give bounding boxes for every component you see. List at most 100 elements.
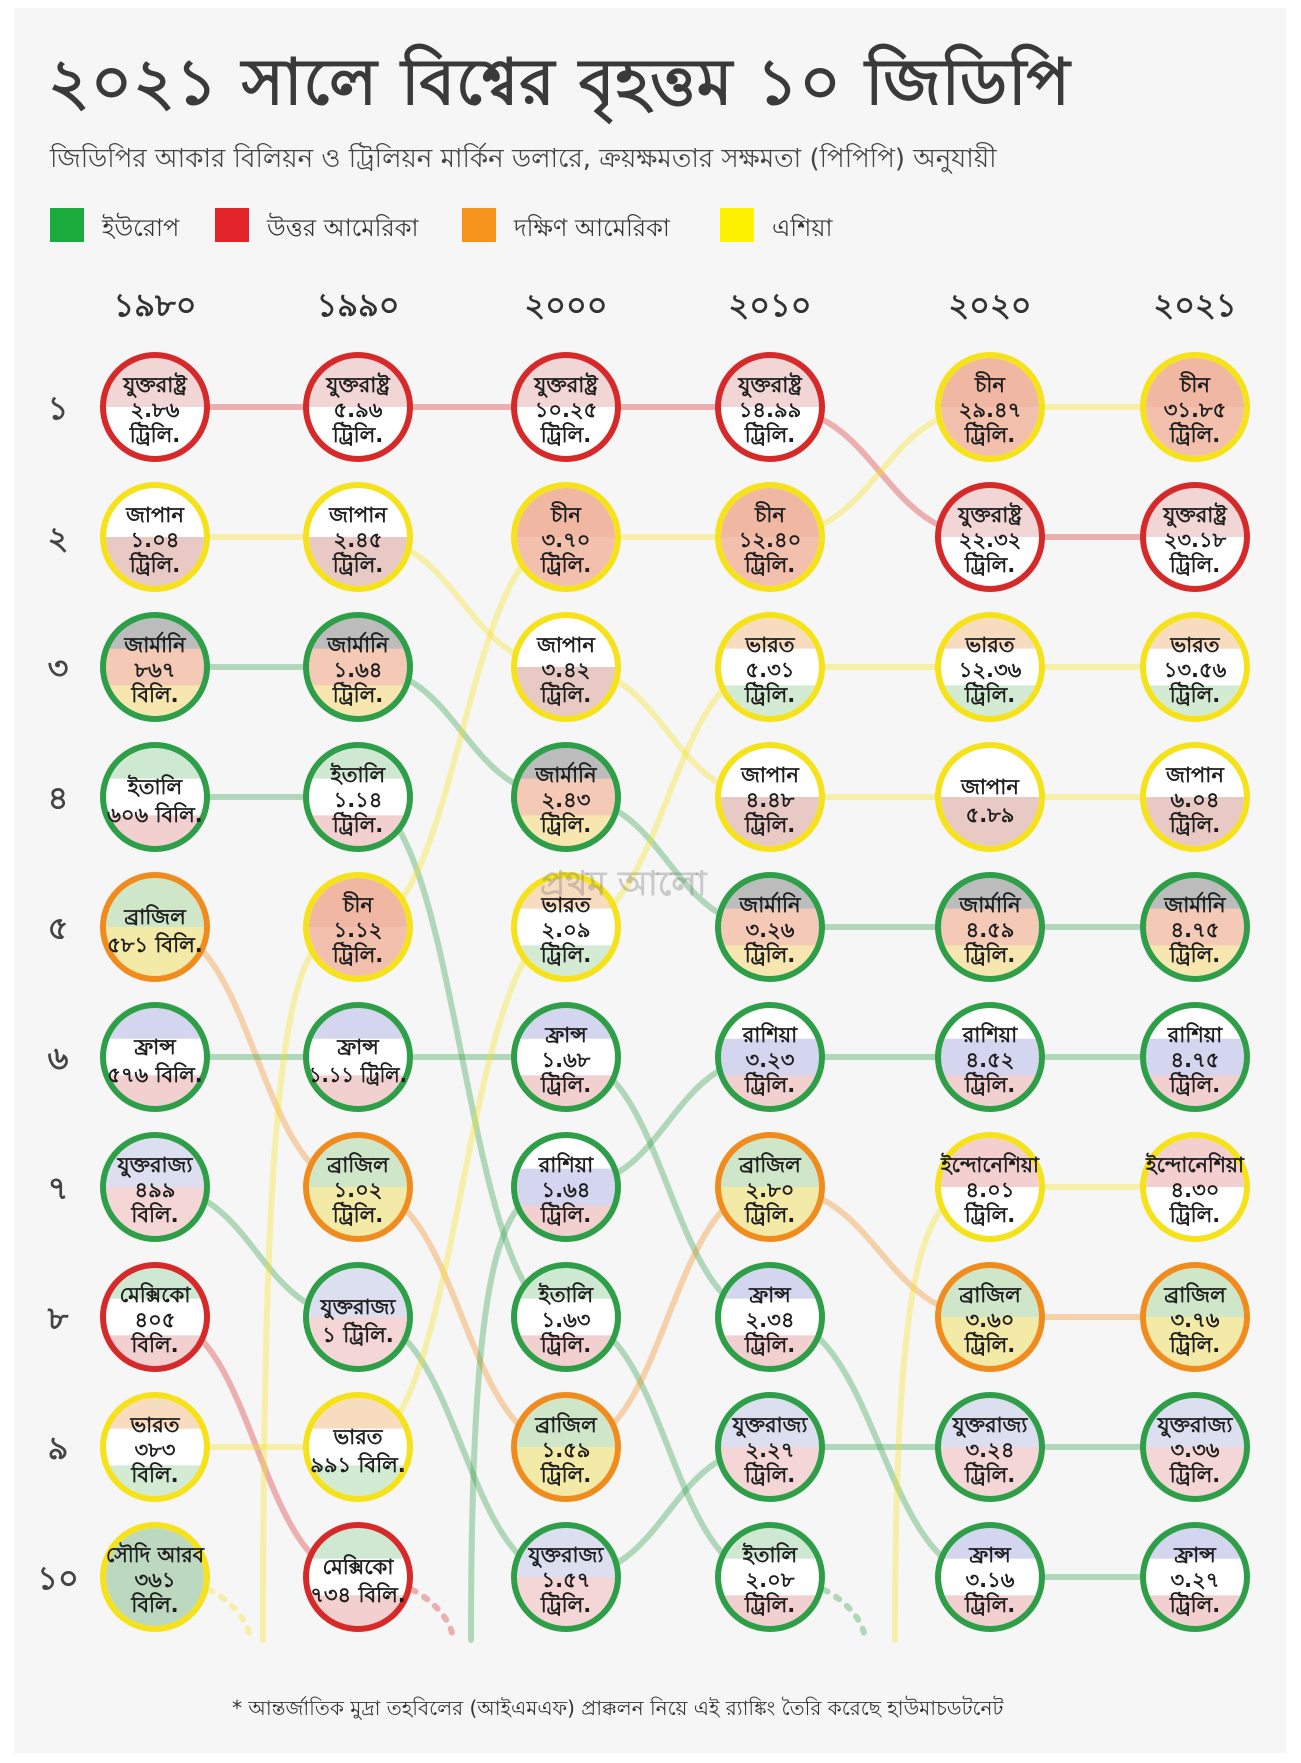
legend-swatch-europe [50,208,84,242]
country-node: ইতালি ৬০৬ বিলি. [100,742,210,852]
country-node: ফ্রান্স১.১১ ট্রিলি. [303,1002,413,1112]
node-country-label: ব্রাজিল [958,1282,1022,1307]
country-node: ইতালি২.০৮ট্রিলি. [715,1522,825,1632]
node-unit-label: ট্রিলি. [744,1331,796,1357]
node-unit-label: ট্রিলি. [540,941,592,967]
region-ring [100,352,210,462]
node-unit-label: বিলি. [130,1202,178,1227]
region-ring [511,352,621,462]
node-country-label: ফ্রান্স [544,1023,588,1047]
node-unit-label: ট্রিলি. [332,551,384,577]
node-value-label: ১.০২ [334,1178,383,1202]
node-country-label: জার্মানি [534,761,598,787]
country-node: ব্রাজিল৩.৭৬ট্রিলি. [1140,1262,1250,1372]
country-node: চীন৩১.৮৫ট্রিলি. [1140,352,1250,462]
node-value-label: ৩১.৮৫ [1164,398,1227,422]
node-value-label: ২.৮০ [746,1178,795,1202]
node-unit-label: ট্রিলি. [964,551,1016,577]
node-unit-label: ট্রিলি. [1169,1331,1221,1357]
country-node: যুক্তরাষ্ট্র১৪.৯৯ট্রিলি. [715,352,825,462]
node-country-label: চীন [1179,371,1211,397]
region-ring [715,1262,825,1372]
node-value-label: ২.৪৩ [542,788,591,812]
node-country-label: জার্মানি [123,631,187,657]
node-country-label: যুক্তরাজ্য [1156,1413,1233,1438]
node-country-label: ফ্রান্স [133,1035,177,1059]
region-ring [100,1132,210,1242]
node-value-label: ৪.৭৫ [1171,918,1220,942]
country-node: ফ্রান্স২.৩৪ট্রিলি. [715,1262,825,1372]
region-ring [715,1132,825,1242]
region-ring [100,1262,210,1372]
node-unit-label: ট্রিলি. [1169,551,1221,577]
node-country-label: যুক্তরাষ্ট্র [957,502,1023,528]
country-node: জার্মানি৪.৫৯ট্রিলি. [935,872,1045,982]
legend-label-south-america: দক্ষিণ আমেরিকা [514,214,670,242]
node-value-label: ১.০৪ [131,528,180,552]
country-node: জার্মানি৪.৭৫ট্রিলি. [1140,872,1250,982]
node-country-label: ফ্রান্স [336,1035,380,1059]
node-value-label: ২.২৭ [746,1438,795,1462]
year-label: ১৯৯০ [316,286,399,324]
node-unit-label: ট্রিলি. [1169,1071,1221,1097]
node-country-label: ব্রাজিল [326,1152,390,1177]
region-ring [100,612,210,722]
flag-background [309,618,407,716]
flag-background [941,1008,1039,1106]
node-country-label: জাপান [1165,763,1225,787]
node-country-label: ভারত [964,633,1015,657]
node-country-label: যুক্তরাজ্য [319,1295,396,1320]
legend-swatch-north-america [215,208,249,242]
region-ring [303,742,413,852]
region-ring [511,742,621,852]
region-ring [1140,1002,1250,1112]
node-value-label: ১৩.৫৬ [1164,658,1227,682]
node-unit-label: ট্রিলি. [1169,811,1221,837]
rank-label: ৬ [48,1039,69,1077]
region-ring [1140,1392,1250,1502]
country-node: মেক্সিকো ৭৩৪ বিলি. [303,1522,413,1632]
node-country-label: চীন [974,371,1006,397]
node-value-label: ১.৫৭ [542,1568,591,1592]
region-ring [935,1132,1045,1242]
legend-label-europe: ইউরোপ [102,214,180,242]
legend-swatch-south-america [462,208,496,242]
region-ring [935,612,1045,722]
node-country-label: ভারত [1169,633,1220,657]
region-ring [1140,1132,1250,1242]
country-node: যুক্তরাষ্ট্র২.৮৬ট্রিলি. [100,352,210,462]
country-node: জাপান২.৪৫ট্রিলি. [303,482,413,592]
node-country-label: চীন [342,891,374,917]
node-country-label: জার্মানি [1163,891,1227,917]
region-ring [935,352,1045,462]
country-node: যুক্তরাষ্ট্র২৩.১৮ট্রিলি. [1140,482,1250,592]
region-ring [935,1002,1045,1112]
node-value-label: ৪.৭৫ [1171,1048,1220,1072]
node-value-label: ৩.২৭ [1171,1568,1220,1592]
region-ring [935,482,1045,592]
rank-label: ৩ [48,649,69,687]
region-ring [1140,742,1250,852]
node-country-label: ইতালি [127,774,184,799]
node-value-label: ২.৩৪ [746,1308,795,1332]
node-unit-label: বিলি. [130,682,178,707]
node-country-label: ইতালি [742,1542,799,1567]
region-ring [715,352,825,462]
country-node: ফ্রান্স১.৬৮ট্রিলি. [511,1002,621,1112]
region-ring [303,1002,413,1112]
node-unit-label: ট্রিলি. [129,551,181,577]
node-unit-label: ট্রিলি. [332,421,384,447]
node-country-label: ভারত [744,633,795,657]
node-country-label: জার্মানি [326,631,390,657]
node-value-label: ১.৬৮ [542,1048,591,1072]
node-unit-label: ট্রিলি. [540,1461,592,1487]
region-ring [303,1522,413,1632]
node-unit-label: বিলি. [130,1462,178,1487]
node-value-label: ৪৯৯ [135,1178,176,1202]
node-value-label: ১.১২ [334,918,383,942]
country-node: যুক্তরাজ্য৩.২৪ট্রিলি. [935,1392,1045,1502]
node-value-label: ৫৮১ বিলি. [107,932,203,957]
node-value-label: ১৪.৯৯ [739,398,802,422]
rank-label: ৯ [48,1429,69,1467]
